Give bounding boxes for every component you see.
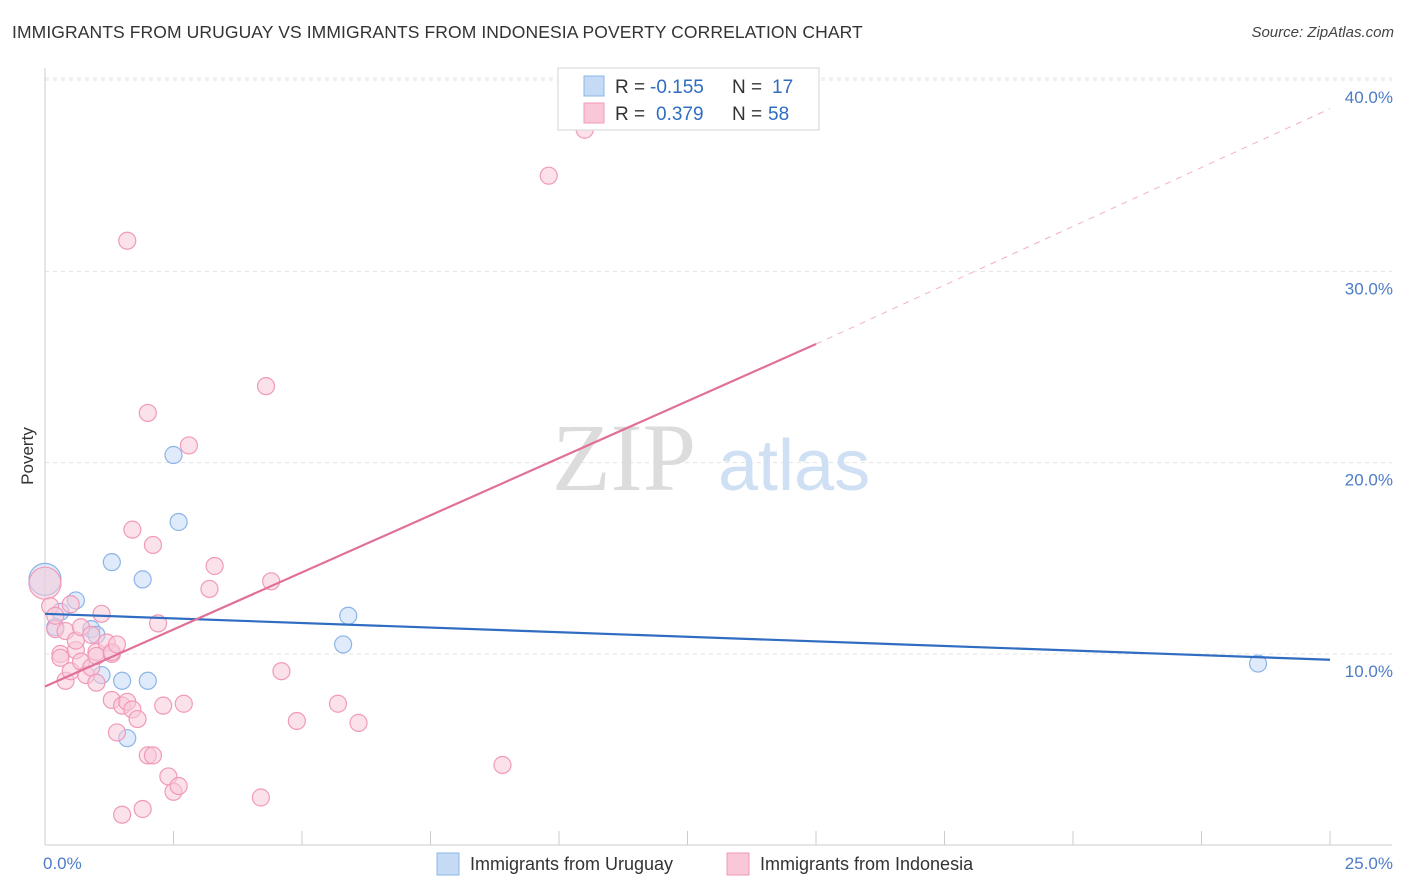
bottom-swatch-uruguay xyxy=(436,852,460,876)
legend-n-label-2: N = xyxy=(732,104,762,125)
x-tick-label-0: 0.0% xyxy=(43,854,82,873)
point-indonesia-40 xyxy=(123,520,142,539)
x-tick-label-1: 25.0% xyxy=(1345,854,1393,873)
legend-n-label-1: N = xyxy=(732,77,762,98)
point-indonesia-41 xyxy=(143,535,163,555)
point-indonesia-48 xyxy=(272,662,291,681)
y-tick-label-3: 40.0% xyxy=(1345,88,1393,107)
chart-title: IMMIGRANTS FROM URUGUAY VS IMMIGRANTS FR… xyxy=(12,22,863,42)
y-tick-label-0: 10.0% xyxy=(1345,662,1393,681)
point-uruguay-10 xyxy=(138,671,157,690)
legend-n-value-1: 17 xyxy=(772,77,793,98)
point-indonesia-37 xyxy=(174,694,193,713)
stats-legend: R = -0.155 N = 17 R = 0.379 N = 58 xyxy=(557,67,820,131)
point-uruguay-6 xyxy=(102,553,121,572)
point-indonesia-14 xyxy=(82,625,101,644)
y-axis-label: Poverty xyxy=(18,427,37,485)
point-indonesia-51 xyxy=(349,713,368,732)
source-label: Source: ZipAtlas.com xyxy=(1251,24,1394,41)
point-indonesia-4 xyxy=(51,648,70,667)
point-indonesia-57 xyxy=(61,595,80,614)
point-indonesia-29 xyxy=(133,799,152,819)
point-uruguay-11 xyxy=(164,445,183,465)
point-indonesia-32 xyxy=(148,614,168,633)
legend-r-label-2: R = xyxy=(615,104,645,125)
point-indonesia-39 xyxy=(138,403,157,423)
trend-line-uruguay xyxy=(44,612,1331,661)
watermark-atlas: atlas xyxy=(718,426,870,506)
x-tick-labels: 0.0% 25.0% xyxy=(43,854,1393,873)
point-uruguay-12 xyxy=(169,512,188,532)
point-uruguay-13 xyxy=(339,606,358,625)
point-indonesia-44 xyxy=(205,556,224,576)
point-indonesia-49 xyxy=(287,711,306,731)
point-indonesia-17 xyxy=(92,604,111,623)
data-points xyxy=(28,120,1268,824)
point-indonesia-31 xyxy=(143,746,163,765)
trend-dashed-1 xyxy=(815,108,1331,345)
legend-n-value-2: 58 xyxy=(768,104,789,125)
trend-line-indonesia xyxy=(44,343,817,688)
y-tick-labels: 10.0% 20.0% 30.0% 40.0% xyxy=(1345,88,1393,681)
watermark-zip: ZIP xyxy=(552,404,696,511)
point-indonesia-55 xyxy=(46,606,65,625)
trend-lines xyxy=(815,108,1331,345)
bottom-legend-indonesia: Immigrants from Indonesia xyxy=(760,854,974,874)
point-indonesia-25 xyxy=(112,805,132,824)
legend-r-value-2: 0.379 xyxy=(656,104,704,125)
point-indonesia-28 xyxy=(128,709,147,729)
point-indonesia-33 xyxy=(154,696,173,715)
axes xyxy=(44,68,1392,846)
grid-lines xyxy=(45,77,1392,655)
point-indonesia-38 xyxy=(118,231,137,250)
point-indonesia-21 xyxy=(107,635,127,654)
point-indonesia-45 xyxy=(251,788,270,807)
point-indonesia-46 xyxy=(256,377,276,396)
point-indonesia-0 xyxy=(28,566,62,600)
y-tick-label-1: 20.0% xyxy=(1345,471,1393,490)
point-uruguay-9 xyxy=(133,570,152,589)
point-uruguay-14 xyxy=(334,635,353,654)
legend-r-value-1: -0.155 xyxy=(650,77,704,98)
point-indonesia-50 xyxy=(328,694,348,713)
point-indonesia-43 xyxy=(200,579,219,599)
bottom-legend-uruguay: Immigrants from Uruguay xyxy=(470,854,673,874)
point-indonesia-23 xyxy=(107,723,127,742)
point-indonesia-56 xyxy=(87,673,106,692)
point-indonesia-42 xyxy=(179,436,199,455)
point-indonesia-36 xyxy=(169,776,188,796)
point-indonesia-53 xyxy=(539,166,558,185)
bottom-swatch-indonesia xyxy=(726,852,750,876)
legend-r-label-1: R = xyxy=(615,77,645,98)
legend-swatch-indonesia xyxy=(583,102,605,124)
point-uruguay-7 xyxy=(112,671,132,690)
watermark: ZIP atlas xyxy=(552,404,870,511)
point-indonesia-52 xyxy=(493,755,512,775)
legend-swatch-uruguay xyxy=(583,75,605,97)
series-legend: Immigrants from Uruguay Immigrants from … xyxy=(436,852,974,876)
point-uruguay-15 xyxy=(1248,654,1268,673)
y-tick-label-2: 30.0% xyxy=(1345,279,1393,298)
